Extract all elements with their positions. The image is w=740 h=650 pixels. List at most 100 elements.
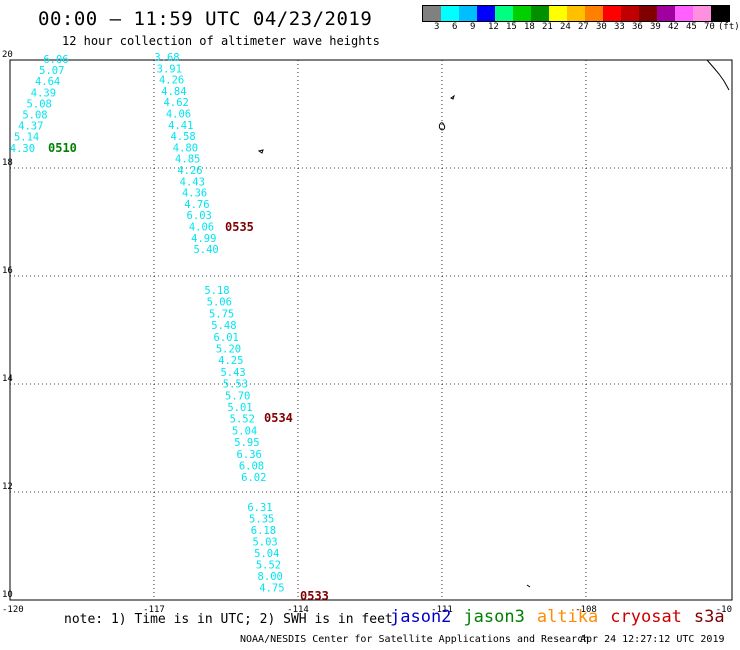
color-swatch	[711, 6, 729, 21]
wave-height-value: 4.84	[161, 86, 186, 98]
wave-height-value: 4.36	[182, 188, 207, 200]
footer-note: note: 1) Time is in UTC; 2) SWH is in fe…	[64, 612, 393, 627]
wave-height-value: 4.64	[35, 76, 60, 88]
color-scale-label: 24	[560, 22, 571, 32]
color-scale-labels: 3 6 9 12 15 18 21 24 27 30 33 36 39 42 45 70 (ft)	[422, 22, 740, 34]
island-outline	[526, 584, 531, 588]
color-swatch	[639, 6, 657, 21]
wave-height-value: 5.08	[22, 110, 47, 122]
color-swatch	[531, 6, 549, 21]
pass-time-label: 0533	[300, 589, 329, 603]
wave-height-value: 5.07	[39, 65, 64, 77]
map-subtitle: 12 hour collection of altimeter wave hei…	[62, 34, 380, 48]
wave-height-value: 5.40	[193, 244, 218, 256]
satellite-legend-jason2: jason2	[390, 607, 452, 627]
wave-height-value: 5.08	[27, 98, 52, 110]
wave-height-value: 4.62	[164, 97, 189, 109]
wave-height-value: 6.06	[43, 54, 68, 66]
color-scale-label: 15	[506, 22, 517, 32]
wave-height-value: 4.26	[177, 165, 202, 177]
color-swatch	[675, 6, 693, 21]
satellite-legend-altika: altika	[536, 607, 599, 627]
pass-time-label: 0510	[48, 141, 77, 155]
wave-height-value: 4.26	[159, 75, 184, 87]
latitude-label: 10	[2, 590, 13, 600]
satellite-legend-jason3: jason3	[463, 607, 525, 627]
satellite-legend-cryosat: cryosat	[610, 607, 682, 627]
wave-height-value: 4.58	[170, 131, 195, 143]
longitude-label: -10	[716, 605, 732, 615]
wave-height-value: 5.20	[216, 344, 241, 356]
color-scale-label: 70	[704, 22, 715, 32]
wave-height-value: 4.80	[173, 142, 198, 154]
color-scale-label: 6	[452, 22, 458, 32]
longitude-label: -114	[287, 605, 309, 615]
color-swatch	[693, 6, 711, 21]
color-scale-label: 42	[668, 22, 679, 32]
wave-height-value: 4.75	[259, 583, 284, 595]
latitude-label: 14	[2, 374, 13, 384]
latitude-label: 12	[2, 482, 13, 492]
color-scale-legend	[422, 5, 730, 22]
wave-height-value: 5.18	[204, 285, 229, 297]
color-scale-label: 45	[686, 22, 697, 32]
wave-height-value: 5.52	[230, 414, 255, 426]
latitude-label: 20	[2, 50, 13, 60]
longitude-label: -117	[143, 605, 165, 615]
wave-height-value: 6.03	[187, 210, 212, 222]
footer-credit: NOAA/NESDIS Center for Satellite Applica…	[240, 634, 590, 645]
wave-height-value: 6.36	[237, 449, 262, 461]
wave-height-value: 4.06	[166, 109, 191, 121]
color-scale-label: 9	[470, 22, 476, 32]
color-swatch	[459, 6, 477, 21]
color-scale-unit: (ft)	[718, 22, 740, 32]
pass-time-label: 0534	[264, 411, 293, 425]
wave-height-value: 5.53	[223, 379, 248, 391]
color-swatch	[567, 6, 585, 21]
wave-height-value: 5.01	[227, 402, 252, 414]
wave-height-value: 4.30	[10, 143, 35, 155]
color-scale-label: 33	[614, 22, 625, 32]
pass-time-label: 0535	[225, 220, 254, 234]
color-scale-label: 36	[632, 22, 643, 32]
wave-height-value: 5.75	[209, 308, 234, 320]
wave-height-value: 4.41	[168, 120, 193, 132]
color-scale-label: 39	[650, 22, 661, 32]
wave-height-value: 4.25	[218, 355, 243, 367]
color-swatch	[495, 6, 513, 21]
wave-height-value: 6.18	[251, 525, 276, 537]
wave-height-value: 4.39	[31, 87, 56, 99]
color-scale-label: 27	[578, 22, 589, 32]
color-swatch	[585, 6, 603, 21]
map-frame	[9, 59, 733, 601]
color-scale-label: 21	[542, 22, 553, 32]
wave-height-value: 4.37	[18, 121, 43, 133]
color-swatch	[423, 6, 441, 21]
wave-height-value: 4.85	[175, 154, 200, 166]
wave-height-value: 4.43	[180, 176, 205, 188]
wave-height-value: 8.00	[258, 571, 283, 583]
wave-height-value: 5.04	[254, 548, 279, 560]
wave-height-value: 5.48	[211, 320, 236, 332]
wave-height-value: 5.43	[220, 367, 245, 379]
wave-height-value: 3.91	[157, 63, 182, 75]
wave-height-value: 5.06	[207, 297, 232, 309]
color-swatch	[477, 6, 495, 21]
wave-height-value: 5.52	[256, 560, 281, 572]
coastline	[257, 59, 730, 588]
color-scale-label: 30	[596, 22, 607, 32]
color-swatch	[549, 6, 567, 21]
color-scale-label: 3	[434, 22, 440, 32]
footer-timestamp: Apr 24 12:27:12 UTC 2019	[580, 634, 725, 645]
satellite-legend: jason2 jason3 altika cryosat s3a	[390, 607, 737, 627]
wave-height-value: 4.76	[184, 199, 209, 211]
color-scale-label: 18	[524, 22, 535, 32]
latitude-label: 18	[2, 158, 13, 168]
wave-height-value: 5.95	[234, 437, 259, 449]
wave-height-value: 5.14	[14, 132, 39, 144]
color-swatch	[621, 6, 639, 21]
color-swatch	[603, 6, 621, 21]
wave-height-value: 5.04	[232, 425, 257, 437]
wave-height-value: 6.01	[214, 332, 239, 344]
